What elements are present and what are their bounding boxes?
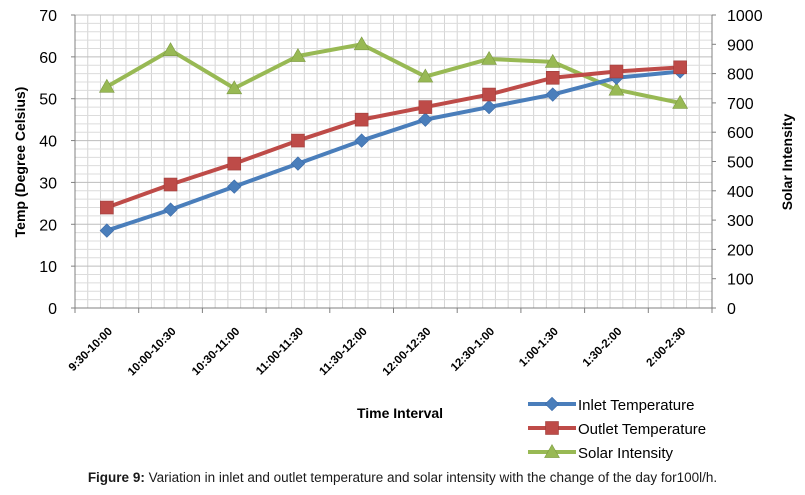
square-marker [227, 156, 242, 171]
square-marker [482, 87, 496, 102]
diamond-marker [545, 87, 560, 102]
left-tick-label: 30 [39, 175, 57, 192]
square-marker [163, 177, 178, 192]
right-tick-label: 300 [727, 213, 754, 230]
y2-axis-title: Solar Intensity [779, 114, 795, 211]
legend-label: Outlet Temperature [578, 421, 706, 438]
x-tick-label: 11:30-12:00 [317, 326, 369, 378]
right-tick-label: 200 [727, 242, 754, 259]
figure-caption: Figure 9: Variation in inlet and outlet … [0, 470, 805, 485]
diamond-marker [163, 202, 178, 217]
gridlines [75, 14, 712, 308]
x-tick-label: 1:00-1:30 [517, 326, 561, 370]
y-axis-title: Temp (Degree Celsius) [12, 87, 28, 238]
right-tick-label: 0 [727, 301, 736, 318]
right-tick-label: 600 [727, 125, 754, 142]
square-marker [673, 60, 687, 75]
triangle-marker [608, 81, 625, 96]
triangle-marker [544, 444, 560, 458]
x-tick-label: 9:30-10:00 [67, 326, 115, 374]
x-tick-label: 10:00-10:30 [126, 326, 179, 379]
caption-text: Variation in inlet and outlet temperatur… [144, 470, 718, 485]
left-tick-label: 70 [39, 8, 57, 25]
diamond-marker [354, 133, 369, 148]
diamond-marker [544, 396, 560, 412]
square-marker [545, 71, 560, 85]
triangle-marker [481, 50, 497, 65]
x-axis-title: Time Interval [357, 405, 443, 421]
x-tick-label: 1:30-2:00 [581, 326, 625, 370]
left-tick-label: 10 [39, 259, 57, 276]
legend-label: Solar Intensity [578, 445, 674, 462]
triangle-marker [353, 36, 370, 51]
x-axis-ticks: 9:30-10:00 10:00-10:30 10:30-11:00 11:00-11… [67, 308, 713, 379]
right-tick-label: 800 [727, 67, 754, 84]
left-tick-label: 40 [39, 134, 57, 151]
triangle-marker [226, 80, 243, 95]
legend: Inlet Temperature Outlet Temperature Solar… [528, 396, 706, 462]
x-tick-label: 12:30-1:00 [449, 326, 497, 374]
x-tick-label: 12:00-12:30 [381, 326, 434, 379]
series-outlet-temperature [100, 60, 687, 215]
x-tick-label: 10:30-11:00 [190, 326, 242, 378]
legend-item: Inlet Temperature [528, 396, 694, 414]
left-tick-label: 20 [39, 217, 57, 234]
legend-label: Inlet Temperature [578, 397, 694, 414]
triangle-marker [417, 68, 434, 83]
series-solar-intensity [98, 36, 689, 109]
left-tick-label: 50 [39, 92, 57, 109]
left-tick-label: 60 [39, 50, 57, 67]
square-marker [545, 421, 559, 435]
triangle-marker [162, 42, 179, 56]
square-marker [291, 133, 305, 148]
square-marker [609, 64, 624, 79]
right-tick-label: 100 [727, 272, 754, 289]
square-marker [418, 100, 433, 114]
legend-item: Outlet Temperature [528, 421, 706, 438]
right-tick-label: 500 [727, 155, 754, 172]
series-layer [98, 36, 689, 238]
series-line [104, 69, 683, 233]
diamond-marker [99, 223, 115, 238]
x-tick-label: 2:00-2:30 [645, 326, 689, 370]
left-tick-label: 0 [48, 301, 57, 318]
triangle-marker [544, 53, 561, 68]
square-marker [100, 200, 114, 215]
triangle-marker [98, 78, 115, 93]
diamond-marker [481, 99, 497, 115]
series-line [104, 65, 683, 210]
right-axis-ticks: 0 100 200 300 400 500 600 700 800 900 1000 [712, 8, 763, 318]
right-tick-label: 400 [727, 184, 754, 201]
series-inlet-temperature [99, 64, 688, 238]
right-tick-label: 700 [727, 96, 754, 113]
x-tick-label: 11:00-11:30 [254, 326, 306, 378]
triangle-marker [290, 48, 306, 62]
triangle-marker [672, 94, 689, 109]
diamond-marker [290, 156, 306, 171]
right-tick-label: 1000 [727, 8, 763, 25]
legend-item: Solar Intensity [528, 444, 674, 462]
diamond-marker [227, 179, 242, 194]
chart: 0 10 20 30 40 50 60 70 0 100 200 300 400 500 600 700 80… [12, 8, 795, 462]
square-marker [354, 112, 369, 127]
diamond-marker [418, 112, 433, 127]
right-tick-label: 900 [727, 37, 754, 54]
caption-label: Figure 9: [87, 470, 145, 485]
left-axis-ticks: 0 10 20 30 40 50 60 70 [39, 8, 75, 318]
